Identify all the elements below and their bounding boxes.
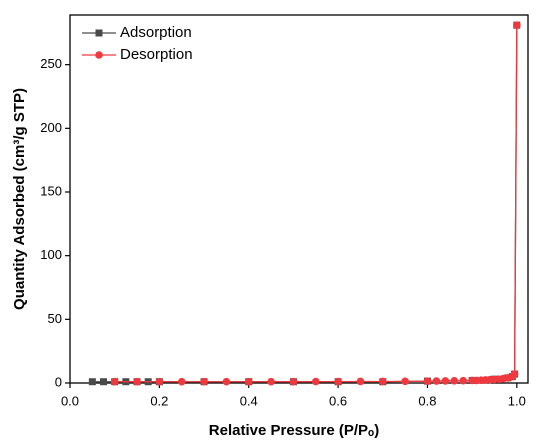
y-axis-title: Quantity Adsorbed (cm³/g STP)	[11, 88, 28, 310]
data-point	[289, 377, 298, 386]
y-tick-label: 0	[55, 374, 62, 389]
data-point	[200, 377, 208, 386]
data-point	[423, 377, 432, 386]
data-point	[450, 377, 459, 385]
x-tick-label: 0.8	[418, 393, 436, 408]
data-point	[100, 378, 108, 386]
data-point	[222, 377, 231, 386]
data-point	[177, 377, 186, 386]
data-point	[356, 377, 365, 386]
legend-marker	[95, 51, 103, 59]
x-tick-label: 0.4	[240, 393, 258, 408]
data-point	[378, 377, 387, 386]
y-tick-label: 150	[40, 183, 62, 198]
y-tick-label: 100	[40, 247, 62, 262]
data-point	[432, 377, 441, 385]
x-axis-title: Relative Pressure (P/Pₒ)	[209, 422, 379, 439]
data-point	[267, 377, 275, 386]
x-tick-label: 0.6	[329, 393, 347, 408]
plot-frame	[69, 14, 529, 384]
x-tick-label: 0.0	[61, 393, 79, 408]
data-point	[244, 377, 253, 386]
data-point	[110, 377, 119, 386]
data-point	[468, 376, 476, 385]
data-point	[88, 378, 96, 386]
data-point	[155, 377, 164, 386]
data-point	[133, 377, 141, 386]
data-point	[513, 21, 521, 29]
legend-label: Desorption	[120, 46, 193, 63]
data-point	[311, 377, 320, 386]
y-tick-label: 50	[48, 311, 62, 326]
legend-marker	[95, 29, 103, 37]
data-point	[441, 377, 450, 385]
series-line	[114, 25, 518, 383]
data-point	[459, 376, 468, 385]
data-point	[401, 377, 409, 386]
legend-label: Adsorption	[120, 24, 192, 41]
series-line	[92, 25, 518, 383]
data-point	[334, 377, 342, 386]
x-tick-label: 1.0	[508, 393, 526, 408]
y-tick-label: 200	[40, 120, 62, 135]
x-tick-label: 0.2	[150, 393, 168, 408]
y-tick-label: 250	[40, 56, 62, 71]
